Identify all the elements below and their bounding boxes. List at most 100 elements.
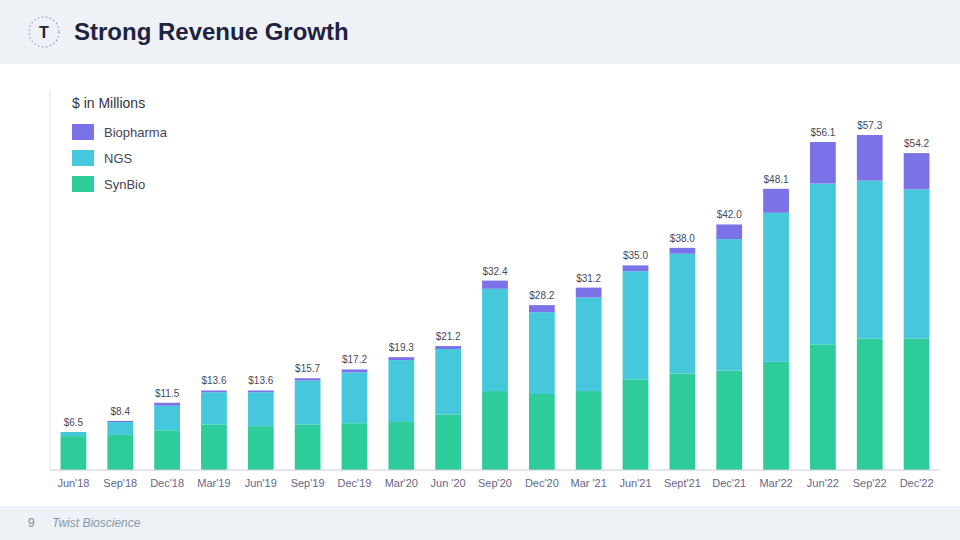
y-axis-line [50,90,51,470]
bar-segment [763,213,789,362]
bar-segment [107,422,133,435]
bars [61,135,930,470]
bar-segment [857,181,883,339]
legend-label: SynBio [104,177,145,192]
bar-segment [669,254,695,374]
logo: T [39,24,49,41]
x-tick-label: Sep'19 [291,477,325,489]
bar-segment [295,378,321,380]
total-label: $54.2 [904,138,929,149]
footer-text: Twist Bioscience [52,516,141,530]
total-label: $19.3 [389,342,414,353]
bar-segment [388,357,414,360]
bar-segment [623,265,649,271]
footer-band [0,506,960,540]
bar-segment [716,371,742,470]
total-label: $6.5 [64,417,84,428]
bar-segment [716,239,742,371]
legend-swatch [72,176,94,192]
x-tick-label: Mar '21 [571,477,607,489]
chart: TStrong Revenue Growth$6.5$8.4$11.5$13.6… [0,0,960,540]
x-tick-label: Dec'21 [712,477,746,489]
bar-segment [154,430,180,470]
x-tick-label: Jun'19 [245,477,277,489]
total-label: $21.2 [436,331,461,342]
bar-segment [388,360,414,422]
subtitle: $ in Millions [72,95,145,111]
bar-segment [342,372,368,423]
total-label: $28.2 [529,290,554,301]
bar-segment [201,392,227,424]
total-label: $15.7 [295,363,320,374]
bar-segment [107,421,133,422]
bar-segment [295,381,321,425]
bar-segment [763,362,789,470]
bar-segment [435,414,461,470]
bar-segment [623,271,649,379]
x-tick-label: Sep'18 [103,477,137,489]
bar-segment [669,248,695,254]
total-label: $17.2 [342,354,367,365]
bar-segment [529,394,555,470]
bar-segment [482,289,508,391]
x-tick-label: Dec'22 [900,477,934,489]
page-number: 9 [28,516,35,530]
x-tick-label: Jun '20 [431,477,466,489]
x-tick-label: Mar'20 [385,477,418,489]
total-label: $13.6 [201,375,226,386]
bar-segment [388,422,414,470]
x-tick-label: Mar'19 [197,477,230,489]
logo-ring [29,17,59,47]
bar-segment [857,135,883,181]
bar-segment [435,349,461,414]
total-label: $32.4 [482,266,507,277]
bar-segment [669,374,695,470]
title: Strong Revenue Growth [74,18,349,45]
bar-segment [248,426,274,470]
x-tick-label: Jun'18 [57,477,89,489]
bar-segment [435,346,461,349]
bar-segment [248,390,274,392]
total-label: $35.0 [623,250,648,261]
x-tick-label: Sept'21 [664,477,701,489]
legend-label: NGS [104,151,133,166]
x-tick-label: Sep'22 [853,477,887,489]
x-tick-label: Dec'18 [150,477,184,489]
bar-segment [810,344,836,470]
x-tick-label: Dec'19 [338,477,372,489]
bar-segment [904,189,930,338]
bar-segment [342,423,368,470]
total-label: $31.2 [576,273,601,284]
bar-segment [482,391,508,470]
bar-segment [154,403,180,406]
x-tick-label: Mar'22 [759,477,792,489]
bar-segment [107,435,133,470]
bar-segment [529,305,555,312]
bar-segment [576,298,602,392]
total-label: $56.1 [810,127,835,138]
header-band [0,0,960,64]
bar-segment [904,338,930,470]
bar-segment [482,281,508,289]
total-label: $57.3 [857,120,882,131]
bar-segment [154,406,180,431]
total-label: $8.4 [111,406,131,417]
bar-segment [295,424,321,470]
bar-segment [529,312,555,394]
bar-segment [576,288,602,298]
bar-segment [904,153,930,189]
bar-segment [61,432,87,436]
legend-swatch [72,124,94,140]
bar-segment [201,390,227,392]
bar-segment [576,391,602,470]
bar-segment [810,142,836,184]
x-axis-line [50,470,940,471]
bar-segment [61,436,87,470]
legend-label: Biopharma [104,125,168,140]
x-tick-label: Dec'20 [525,477,559,489]
x-tick-label: Sep'20 [478,477,512,489]
total-label: $13.6 [248,375,273,386]
total-label: $42.0 [717,209,742,220]
x-tick-label: Jun'21 [619,477,651,489]
bar-segment [763,189,789,213]
